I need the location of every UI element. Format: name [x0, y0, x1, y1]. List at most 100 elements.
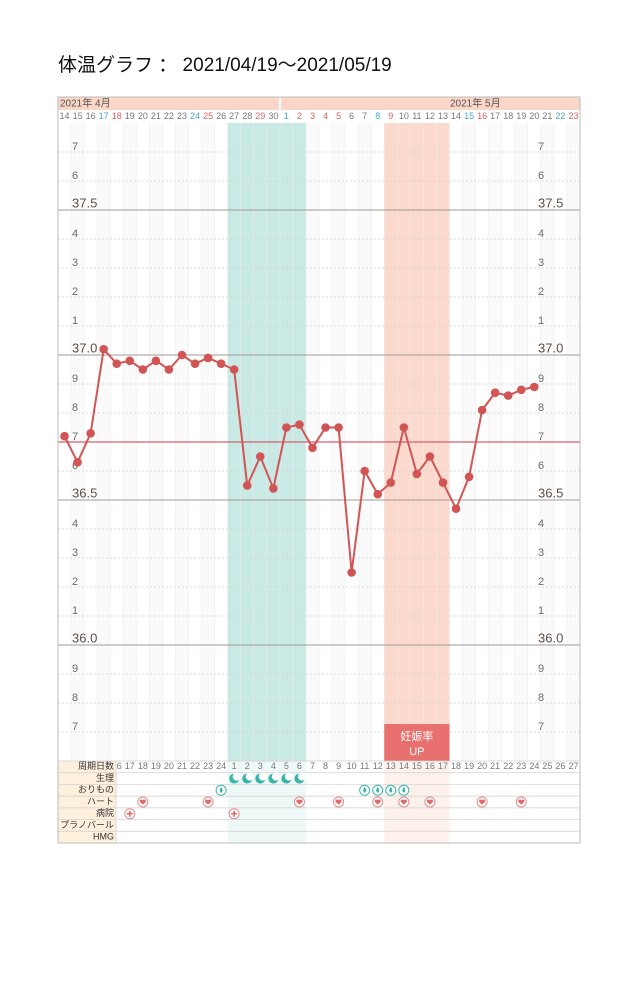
x-tick-label: 5 — [336, 111, 341, 121]
cycle-day: 11 — [360, 761, 369, 771]
temperature-point — [503, 391, 513, 400]
x-tick-label: 26 — [216, 111, 226, 121]
temperature-point — [412, 469, 422, 479]
cycle-day: 2 — [245, 761, 250, 771]
y-tick-label: 4 — [538, 518, 544, 530]
cycle-day: 4 — [271, 761, 276, 771]
cycle-day: 22 — [503, 761, 513, 771]
y-tick-label: 9 — [72, 663, 78, 675]
period-band-table — [227, 761, 306, 843]
temperature-point — [203, 353, 213, 363]
row-label: HMG — [93, 832, 114, 842]
x-tick-label: 13 — [438, 111, 448, 121]
temperature-point — [60, 431, 69, 441]
y-tick-label: 8 — [72, 402, 78, 414]
row-label: おりもの — [78, 785, 114, 795]
temperature-point — [438, 478, 448, 487]
x-tick-label: 9 — [388, 111, 393, 121]
heart — [374, 799, 381, 805]
heart — [479, 799, 486, 805]
heart — [335, 799, 342, 805]
y-tick-label: 4 — [72, 518, 78, 530]
x-tick-label: 15 — [73, 111, 83, 121]
temperature-point — [164, 365, 174, 374]
cycle-day: 19 — [464, 761, 474, 771]
x-tick-label: 18 — [112, 111, 122, 121]
cycle-day: 23 — [203, 761, 213, 771]
cycle-day: 10 — [347, 761, 357, 771]
heart — [205, 799, 212, 805]
annotation: 妊娠率 — [400, 729, 433, 743]
temperature-point — [216, 359, 226, 369]
y-tick-label: 9 — [72, 373, 78, 385]
y-tick-label: 3 — [72, 257, 78, 269]
y-tick-label: 7 — [538, 431, 544, 443]
x-tick-label: 18 — [503, 111, 513, 121]
x-tick-label: 7 — [362, 111, 367, 121]
discharge-drop — [363, 786, 367, 793]
x-tick-label: 25 — [203, 111, 213, 121]
row-label: 病院 — [96, 807, 114, 818]
y-tick-label: 4 — [538, 228, 544, 240]
hospital-cross — [231, 810, 238, 817]
x-tick-label: 17 — [490, 111, 500, 121]
temperature-point — [321, 423, 330, 432]
temperature-point — [242, 481, 252, 490]
x-tick-label: 4 — [323, 111, 328, 121]
cycle-day: 14 — [399, 761, 409, 771]
hospital-cross — [126, 810, 133, 817]
x-tick-label: 28 — [242, 111, 252, 121]
chart-title: 体温グラフ ： 2021/04/19〜2021/05/19 — [58, 54, 392, 76]
y-tick-label: 37.0 — [538, 340, 563, 355]
period-icon-cut — [284, 772, 293, 781]
heart — [400, 799, 407, 805]
discharge-drop — [389, 786, 393, 793]
cycle-day: 1 — [232, 761, 237, 771]
temperature-point — [308, 443, 317, 453]
x-tick-label: 15 — [464, 111, 474, 121]
row-label: プラノバール — [60, 820, 114, 830]
y-tick-label: 9 — [538, 663, 544, 675]
cycle-day: 9 — [336, 761, 341, 771]
heart — [518, 799, 525, 805]
cycle-day: 6 — [297, 761, 302, 771]
temperature-point — [386, 478, 396, 487]
temperature-point — [190, 359, 200, 369]
x-tick-label: 23 — [177, 111, 187, 121]
header-bar — [58, 97, 580, 110]
month-label: 2021年 4月 — [60, 97, 111, 110]
cycle-day: 21 — [490, 761, 500, 771]
y-tick-label: 1 — [72, 315, 78, 327]
discharge-drop — [402, 786, 406, 793]
x-tick-label: 16 — [477, 111, 487, 121]
temperature-point — [229, 365, 239, 374]
frame — [57, 96, 581, 844]
annotation: UP — [409, 746, 424, 758]
temperature-point — [151, 356, 161, 366]
cycle-day: 22 — [190, 761, 200, 771]
x-tick-label: 20 — [138, 111, 148, 121]
y-tick-label: 36.0 — [72, 630, 97, 645]
month-label: 2021年 5月 — [450, 97, 501, 110]
x-tick-label: 23 — [568, 111, 578, 121]
temperature-point — [269, 484, 278, 493]
y-tick-label: 3 — [538, 547, 544, 559]
period-icon-cut — [232, 772, 241, 781]
y-tick-label: 2 — [72, 286, 78, 298]
temperature-point — [99, 344, 108, 354]
heart — [139, 799, 146, 805]
temperature-point — [360, 466, 369, 476]
temperature-point — [516, 385, 526, 395]
x-tick-label: 22 — [164, 111, 174, 121]
y-tick-label: 2 — [72, 576, 78, 588]
temperature-point — [425, 452, 435, 461]
row-label: ハート — [87, 796, 114, 806]
y-tick-label: 3 — [538, 257, 544, 269]
y-tick-label: 1 — [538, 605, 544, 617]
cycle-day: 24 — [529, 761, 539, 771]
discharge-drop — [376, 786, 380, 793]
x-tick-label: 10 — [399, 111, 409, 121]
cycle-day: 20 — [164, 761, 174, 771]
y-tick-label: 36.0 — [538, 630, 563, 645]
temperature-point — [73, 458, 82, 467]
